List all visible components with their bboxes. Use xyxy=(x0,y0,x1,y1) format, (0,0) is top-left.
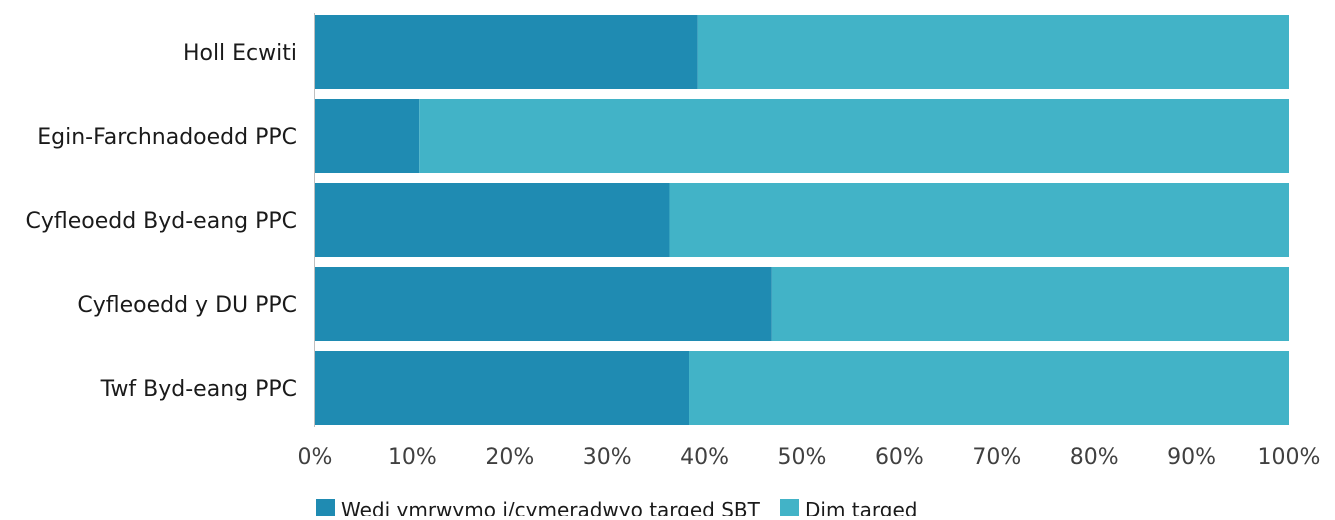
x-tick-label: 20% xyxy=(485,445,534,470)
legend-swatch-no-target xyxy=(780,499,799,518)
category-label: Egin-Farchnadoedd PPC xyxy=(37,125,297,150)
x-tick-label: 40% xyxy=(680,445,729,470)
bar-segment-no-target-4 xyxy=(689,351,1289,425)
bar-segment-committed-4 xyxy=(315,351,690,425)
bar-segment-no-target-0 xyxy=(697,15,1289,89)
legend-label-committed: Wedi ymrwymo i/cymeradwyo targed SBT xyxy=(341,498,761,516)
x-tick-label: 30% xyxy=(583,445,632,470)
category-label: Holl Ecwiti xyxy=(183,41,297,66)
x-tick-label: 0% xyxy=(298,445,333,470)
legend-label-no-target: Dim targed xyxy=(805,498,917,516)
x-tick-label: 60% xyxy=(875,445,924,470)
x-tick-label: 80% xyxy=(1070,445,1119,470)
bar-segment-no-target-3 xyxy=(771,267,1289,341)
x-tick-label: 10% xyxy=(388,445,437,470)
x-tick-label: 100% xyxy=(1258,445,1321,470)
bar-segment-committed-3 xyxy=(315,267,772,341)
category-label: Cyfleoedd y DU PPC xyxy=(77,293,297,318)
x-tick-label: 50% xyxy=(778,445,827,470)
category-label: Twf Byd-eang PPC xyxy=(100,377,297,402)
bar-segment-committed-2 xyxy=(315,183,670,257)
bar-segment-committed-0 xyxy=(315,15,698,89)
category-label: Cyfleoedd Byd-eang PPC xyxy=(25,209,297,234)
x-tick-label: 70% xyxy=(972,445,1021,470)
legend-swatch-committed xyxy=(316,499,335,518)
x-tick-label: 90% xyxy=(1167,445,1216,470)
bar-segment-no-target-2 xyxy=(669,183,1289,257)
bar-segment-committed-1 xyxy=(315,99,420,173)
bar-segment-no-target-1 xyxy=(419,99,1289,173)
